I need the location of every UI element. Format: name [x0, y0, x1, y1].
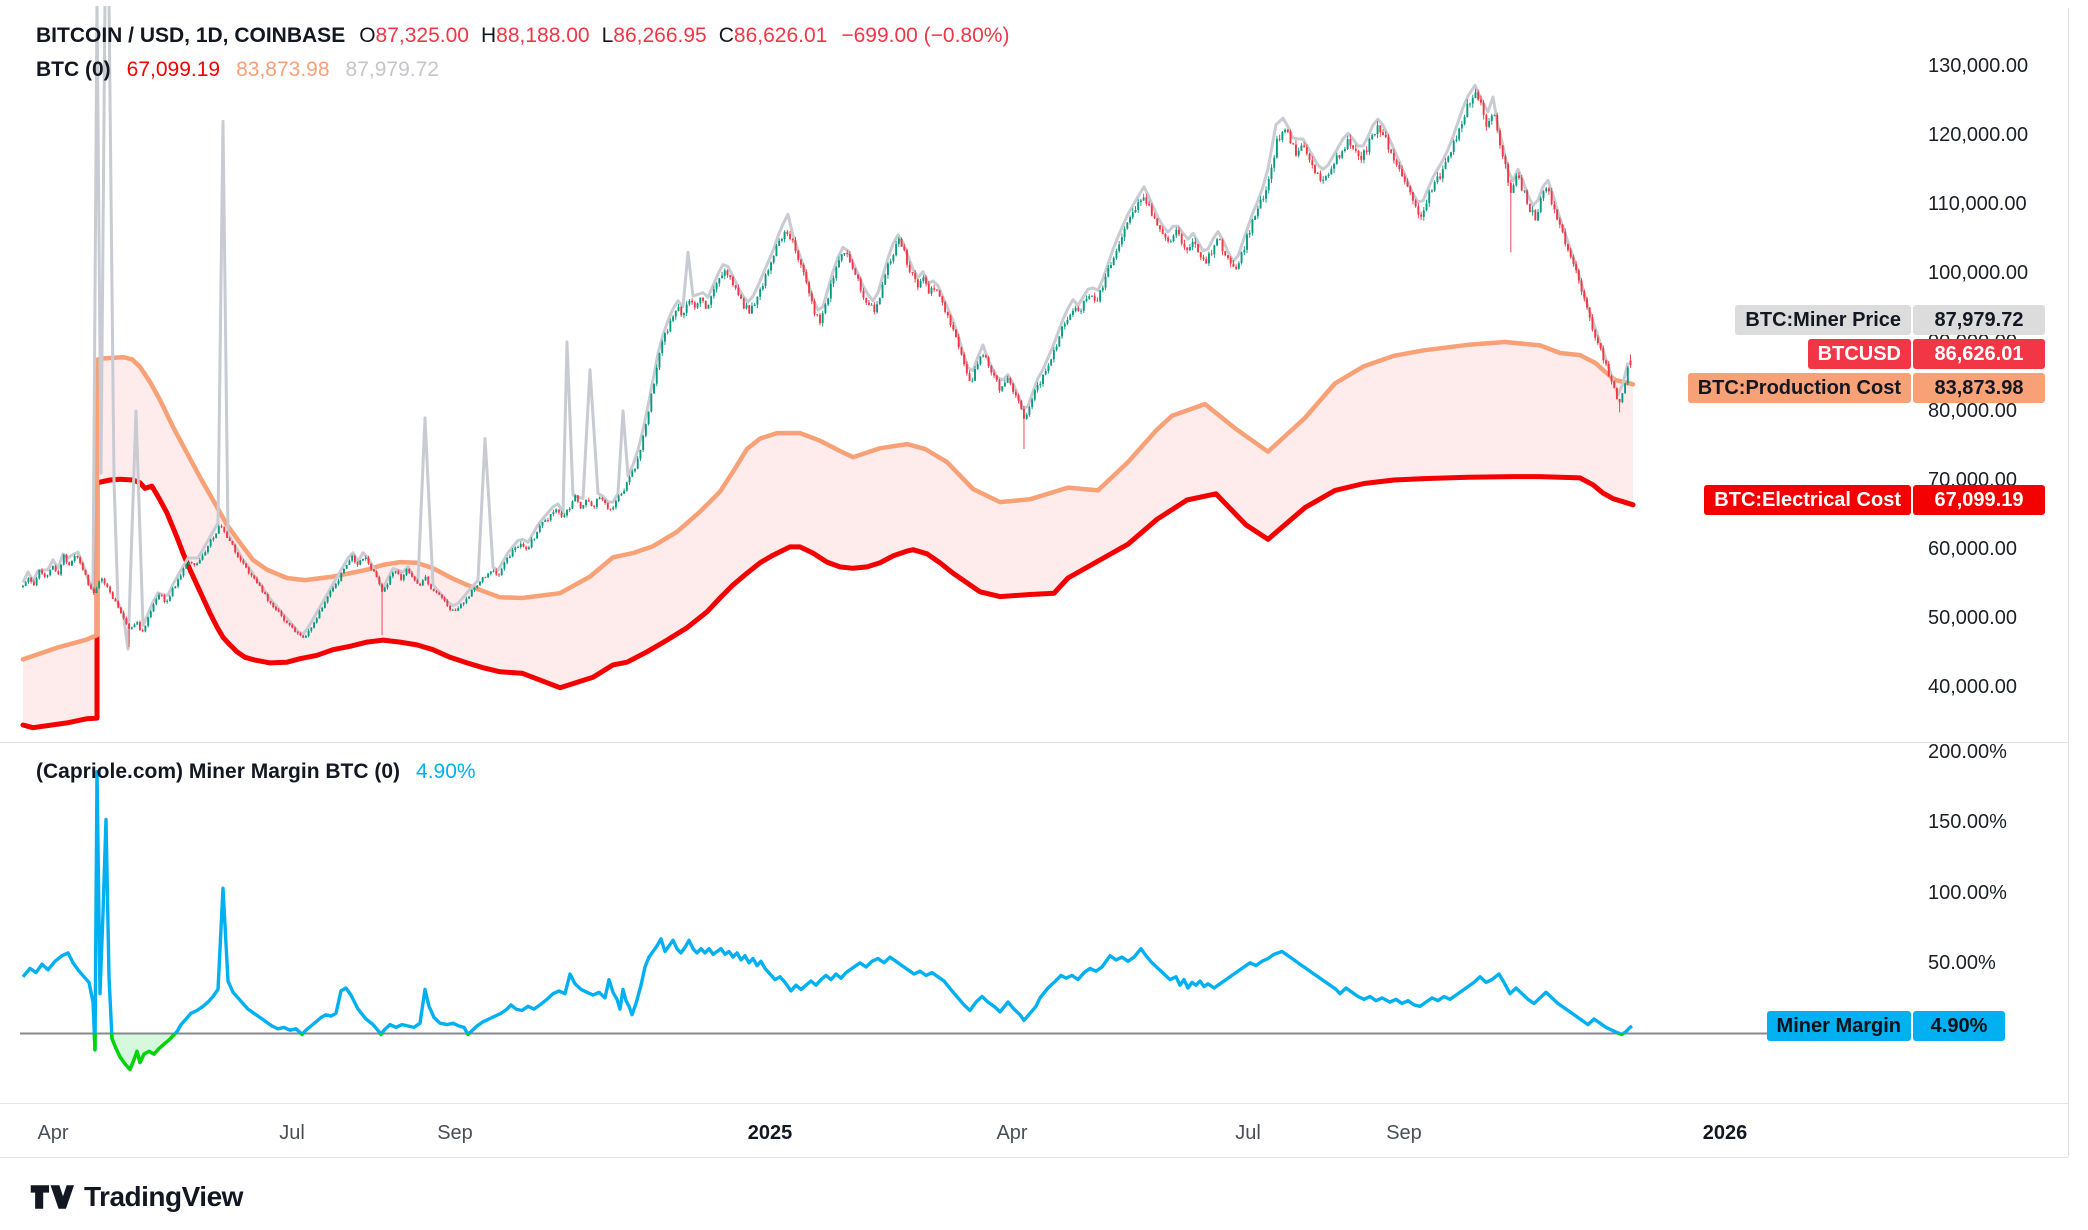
- tag-value-btcusd: 86,626.01: [1913, 339, 2045, 369]
- miner-margin-negative-fill: [23, 1033, 1632, 1070]
- miner-margin-pane[interactable]: [20, 770, 1862, 1072]
- price-pane[interactable]: [20, 1, 1636, 731]
- electrical-cost-line: [20, 474, 1636, 731]
- tag-label-btc-electrical-cost: BTC:Electrical Cost: [1704, 485, 1911, 515]
- tag-value-btc-miner-price: 87,979.72: [1913, 305, 2045, 335]
- percent-axis-label: 50.00%: [1928, 952, 1996, 974]
- price-axis-label: 80,000.00: [1928, 400, 2017, 422]
- symbol-legend-row[interactable]: BITCOIN / USD, 1D, COINBASE O 87,325.00 …: [36, 24, 1009, 48]
- tag-label-miner-margin: Miner Margin: [1766, 1011, 1911, 1041]
- time-axis-month-label: Apr: [37, 1122, 69, 1144]
- price-axis-label: 100,000.00: [1928, 262, 2029, 284]
- indicator-name: BTC (0): [36, 58, 111, 81]
- close-value: 86,626.01: [733, 24, 828, 47]
- ohlc-high: H 88,188.00: [481, 24, 590, 48]
- tag-value-btc-electrical-cost: 67,099.19: [1913, 485, 2045, 515]
- cost-band-fill: [23, 342, 1633, 728]
- tag-value-miner-margin: 4.90%: [1913, 1011, 2005, 1041]
- high-label: H: [480, 24, 497, 47]
- tradingview-logo-icon: [30, 1185, 74, 1209]
- time-axis-year-label: 2026: [1702, 1122, 1748, 1144]
- miner-margin-line-negative: [92, 1033, 1627, 1072]
- tag-label-btcusd: BTCUSD: [1807, 339, 1911, 369]
- change-value: −699.00 (−0.80%): [841, 24, 1010, 47]
- price-axis-label: 120,000.00: [1928, 124, 2029, 146]
- time-axis-month-label: Sep: [437, 1122, 473, 1144]
- tradingview-logo-text: TradingView: [84, 1181, 243, 1212]
- time-axis-month-label: Sep: [1386, 1122, 1422, 1144]
- low-label: L: [601, 24, 614, 47]
- time-axis-year-label: 2025: [747, 1122, 793, 1144]
- time-axis-month-label: Jul: [279, 1122, 305, 1144]
- symbol-title: BITCOIN / USD, 1D, COINBASE: [36, 24, 346, 47]
- electrical-cost-legend-value: 67,099.19: [126, 58, 221, 81]
- production-cost-line: [20, 339, 1636, 662]
- tag-label-btc-production-cost: BTC:Production Cost: [1687, 373, 1911, 403]
- low-value: 86,266.95: [613, 24, 707, 47]
- price-axis-label: 40,000.00: [1928, 676, 2017, 698]
- price-axis-label: 50,000.00: [1928, 607, 2017, 629]
- miner-price-legend-value: 87,979.72: [345, 58, 439, 81]
- miner-margin-legend-value: 4.90%: [416, 760, 476, 783]
- tag-label-btc-miner-price: BTC:Miner Price: [1735, 305, 1911, 335]
- close-label: C: [718, 24, 734, 47]
- miner-price-line: [21, 6, 1630, 651]
- price-axis-label: 60,000.00: [1928, 538, 2017, 560]
- ohlc-low: L 86,266.95: [602, 24, 707, 48]
- price-axis-label: 130,000.00: [1928, 55, 2029, 77]
- high-value: 88,188.00: [496, 24, 590, 47]
- tag-value-btc-production-cost: 83,873.98: [1913, 373, 2045, 403]
- miner-margin-indicator-name: (Capriole.com) Miner Margin BTC (0): [36, 760, 401, 783]
- miner-margin-line: [21, 770, 1633, 1072]
- price-axis-label: 110,000.00: [1928, 193, 2027, 215]
- open-value: 87,325.00: [375, 24, 469, 47]
- time-axis-month-label: Apr: [996, 1122, 1028, 1144]
- ohlc-close: C 86,626.01: [719, 24, 828, 48]
- percent-axis-label: 200.00%: [1928, 741, 2007, 763]
- tradingview-logo[interactable]: TradingView: [30, 1180, 243, 1214]
- time-axis-month-label: Jul: [1235, 1122, 1261, 1144]
- ohlc-open: O 87,325.00: [359, 24, 469, 48]
- indicator-legend-row[interactable]: BTC (0) 67,099.19 83,873.98 87,979.72: [36, 58, 455, 82]
- percent-axis-label: 150.00%: [1928, 811, 2007, 833]
- percent-axis-label: 100.00%: [1928, 882, 2007, 904]
- open-label: O: [359, 24, 376, 47]
- production-cost-legend-value: 83,873.98: [236, 58, 330, 81]
- miner-margin-legend-row[interactable]: (Capriole.com) Miner Margin BTC (0) 4.90…: [36, 760, 492, 784]
